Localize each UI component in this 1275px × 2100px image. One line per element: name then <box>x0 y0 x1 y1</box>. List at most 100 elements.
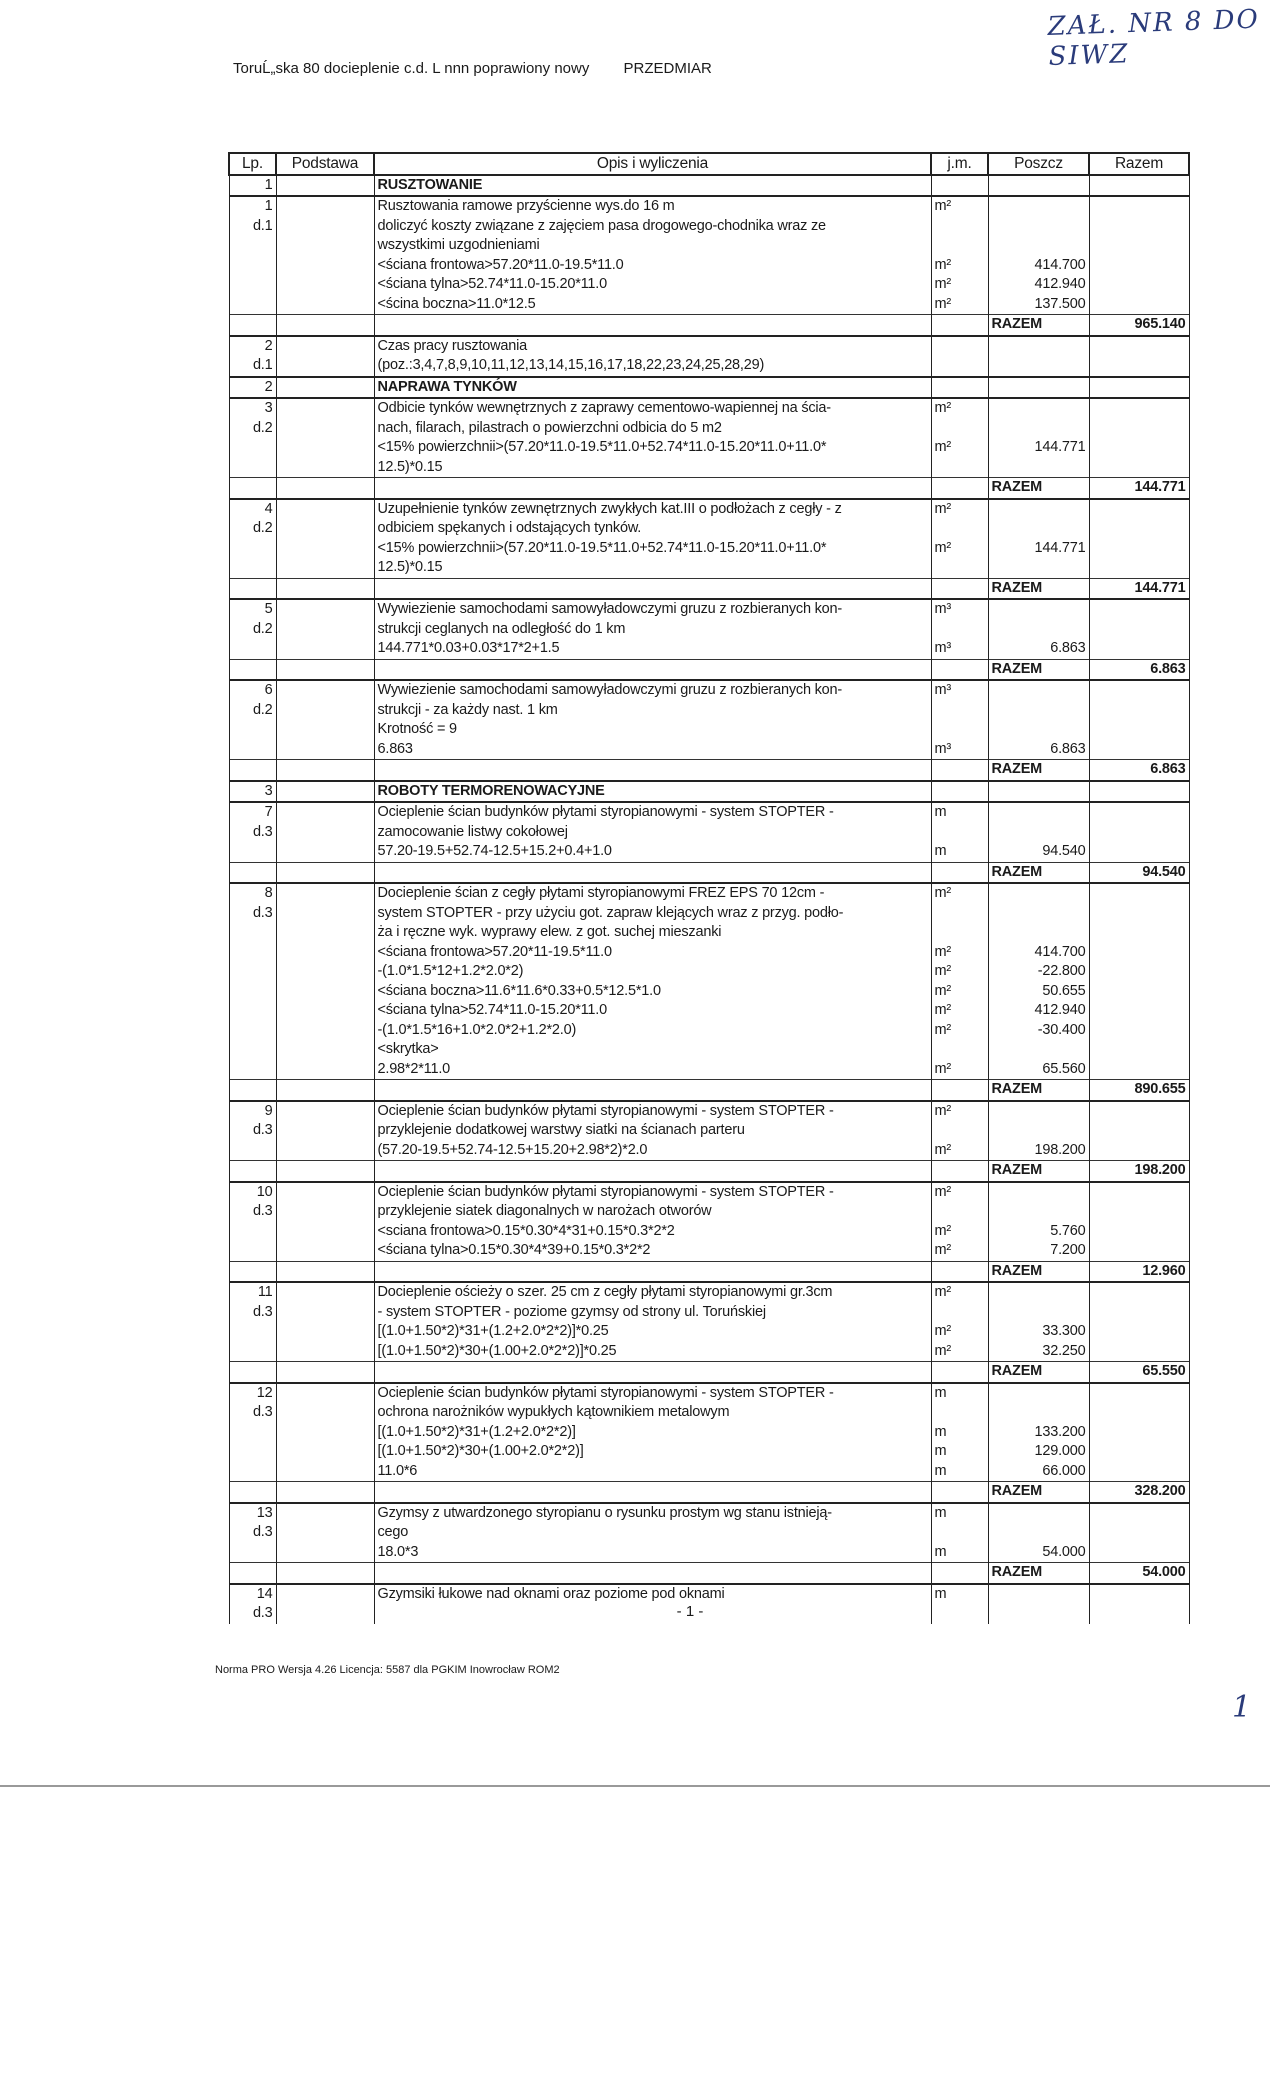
lp-cell: 1 <box>228 173 277 196</box>
description-line: <15% powierzchnii>(57.20*11.0-19.5*11.0+… <box>377 539 827 556</box>
column-header-jm: j.m. <box>930 152 989 176</box>
partial-quantity: 198.200 <box>1034 1141 1086 1158</box>
section-number: 3 <box>264 782 273 799</box>
unit <box>935 720 985 740</box>
description-line: strukcji - za każdy nast. 1 km <box>377 701 558 718</box>
jm-cell: m² m² <box>930 497 989 578</box>
total-row: RAZEM 54.000 <box>228 1562 1190 1585</box>
razem-cell <box>1088 1582 1190 1624</box>
podstawa-cell <box>275 1260 375 1283</box>
total-label: RAZEM <box>991 479 1043 495</box>
razem-cell: 198.200 <box>1088 1160 1190 1183</box>
unit: m <box>934 1384 947 1401</box>
poszcz-cell: 144.771 <box>987 397 1090 478</box>
partial-quantity: 412.940 <box>1034 1002 1086 1018</box>
item-number: 7 <box>264 804 273 820</box>
partial-quantity <box>992 558 1086 578</box>
partial-quantity: 5.760 <box>1050 1222 1086 1239</box>
partial-quantity <box>992 1585 1086 1605</box>
unit <box>935 356 985 376</box>
razem-cell <box>1088 375 1190 398</box>
unit: m² <box>934 539 952 556</box>
razem-cell <box>1088 779 1190 802</box>
partial-quantity <box>992 720 1086 740</box>
item-number: 2 <box>264 337 273 354</box>
table-header-row: Lp. Podstawa Opis i wyliczenia j.m. Posz… <box>228 152 1190 176</box>
section-title: RUSZTOWANIE <box>377 176 483 193</box>
unit <box>935 419 985 439</box>
column-header-opis: Opis i wyliczenia <box>373 152 932 176</box>
partial-quantity <box>992 217 1086 237</box>
poszcz-cell <box>987 375 1090 398</box>
description-line: wszystkimi uzgodnieniami <box>377 237 540 253</box>
total-label: RAZEM <box>991 1262 1043 1279</box>
opis-cell: Ocieplenie ścian budynków płytami styrop… <box>373 1099 932 1161</box>
description-line: <skrytka> <box>377 1041 439 1057</box>
lp-cell: 5 d.2 <box>228 598 277 659</box>
podstawa-cell <box>275 1099 375 1161</box>
item-number: 11 <box>257 1284 273 1300</box>
partial-quantity <box>992 399 1086 419</box>
partial-quantity <box>992 337 1086 357</box>
unit: m² <box>934 1141 952 1158</box>
lp-cell <box>228 1562 277 1585</box>
section-row: 3 ROBOTY TERMORENOWACYJNE <box>228 779 1190 802</box>
total-row: RAZEM 965.140 <box>228 314 1190 337</box>
description-line: Rusztowania ramowe przyścienne wys.do 16… <box>377 198 675 214</box>
total-label: RAZEM <box>991 1564 1043 1580</box>
razem-cell <box>1088 598 1190 659</box>
section-title: NAPRAWA TYNKÓW <box>377 378 517 395</box>
description-line: system STOPTER - przy użyciu got. zapraw… <box>377 904 844 921</box>
lp-cell: 4 d.2 <box>228 497 277 578</box>
total-label: RAZEM <box>991 579 1043 596</box>
opis-cell: Docieplenie ościeży o szer. 25 cm z cegł… <box>373 1281 932 1362</box>
column-header-podstawa: Podstawa <box>275 152 375 176</box>
total-row: RAZEM 144.771 <box>228 477 1190 500</box>
unit: m² <box>934 943 952 960</box>
description-line: 12.5)*0.15 <box>377 559 443 575</box>
partial-quantity <box>992 1403 1086 1423</box>
page-number: - 1 - <box>676 1603 704 1620</box>
opis-cell: Odbicie tynków wewnętrznych z zaprawy ce… <box>373 397 932 478</box>
unit: m <box>934 1585 947 1602</box>
podstawa-cell <box>275 658 375 681</box>
podstawa-cell <box>275 375 375 398</box>
lp-cell <box>228 314 277 337</box>
total-row: RAZEM 328.200 <box>228 1481 1190 1504</box>
section-row: 2 NAPRAWA TYNKÓW <box>228 375 1190 398</box>
opis-cell: RUSZTOWANIE <box>373 173 932 196</box>
unit: m² <box>934 256 952 273</box>
description-line: 57.20-19.5+52.74-12.5+15.2+0.4+1.0 <box>377 843 612 859</box>
poszcz-cell: 414.700 -22.800 50.655 412.940 -30.400 65.560 <box>987 882 1090 1080</box>
razem-cell <box>1088 173 1190 196</box>
podstawa-cell <box>275 1281 375 1362</box>
razem-cell: 65.550 <box>1088 1361 1190 1384</box>
poszcz-cell: RAZEM <box>987 1481 1090 1504</box>
description-line: <ściana frontowa>57.20*11.0-19.5*11.0 <box>377 256 624 273</box>
description-line: Wywiezienie samochodami samowyładowczymi… <box>377 601 843 617</box>
podstawa-cell <box>275 1079 375 1102</box>
opis-cell: Docieplenie ścian z cegły płytami styrop… <box>373 882 932 1080</box>
item-row: 11 d.3 Docieplenie ościeży o szer. 25 cm z… <box>228 1281 1190 1362</box>
podstawa-cell <box>275 497 375 578</box>
opis-cell: Czas pracy rusztowania (poz.:3,4,7,8,9,10… <box>373 334 932 377</box>
poszcz-cell: 198.200 <box>987 1099 1090 1161</box>
razem-cell <box>1088 801 1190 862</box>
item-basis: d.1 <box>252 357 273 373</box>
item-number: 4 <box>264 500 273 517</box>
jm-cell: m² m² m² <box>930 1281 989 1362</box>
item-basis: d.3 <box>252 1303 273 1320</box>
unit <box>935 519 985 539</box>
jm-cell <box>930 1562 989 1585</box>
jm-cell <box>930 314 989 337</box>
lp-cell: 3 d.2 <box>228 397 277 478</box>
file-title: ToruĹ„ska 80 docieplenie c.d. L nnn popr… <box>233 60 590 77</box>
total-row: RAZEM 198.200 <box>228 1160 1190 1183</box>
description-line: Wywiezienie samochodami samowyładowczymi… <box>377 682 843 698</box>
item-number: 3 <box>264 400 273 416</box>
description-line: Ocieplenie ścian budynków płytami styrop… <box>377 1102 834 1119</box>
poszcz-cell: RAZEM <box>987 1260 1090 1283</box>
partial-quantity <box>992 1283 1086 1303</box>
item-number: 6 <box>264 682 273 698</box>
handwritten-page-number: 1 <box>1232 1690 1252 1725</box>
